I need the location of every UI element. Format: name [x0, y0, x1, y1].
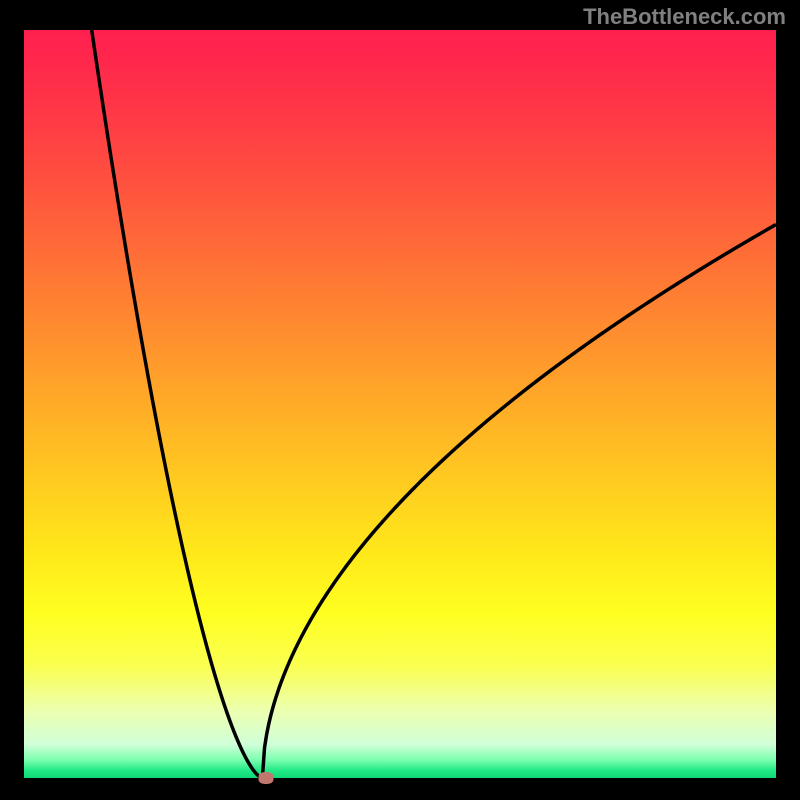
watermark-text: TheBottleneck.com	[583, 4, 786, 30]
plot-area	[24, 30, 776, 778]
minimum-marker	[259, 772, 274, 784]
chart-container: TheBottleneck.com	[0, 0, 800, 800]
curve-svg	[24, 30, 776, 778]
bottleneck-curve	[92, 30, 776, 778]
